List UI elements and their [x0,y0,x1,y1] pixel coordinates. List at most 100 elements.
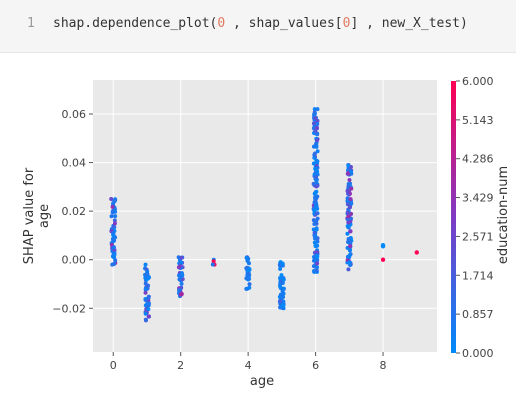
colorbar-tick-label: 3.429 [462,192,494,205]
data-point [345,188,350,193]
data-point [312,208,317,213]
data-point [348,169,353,174]
y-axis-label-line1: SHAP value for [22,167,37,264]
data-point [179,292,184,297]
data-point [315,149,320,154]
y-tick-label: 0.00 [62,254,87,267]
data-point [314,174,319,179]
y-tick-label: 0.02 [62,205,87,218]
data-point [146,294,151,299]
data-point [245,286,250,291]
x-tick-label: 6 [312,359,319,372]
x-tick-label: 8 [380,359,387,372]
data-point [348,244,353,249]
colorbar-ticks: 0.000 0.857 1.714 2.571 3.429 4.286 5.143 6.000 [456,75,494,360]
data-point [177,288,182,293]
plot-output: 0 2 4 6 8 −0.02 0.00 0.02 0.04 0.06 age SHAP val… [0,62,516,405]
colorbar-tick-label: 0.857 [462,308,494,321]
colorbar-tick-label: 2.571 [462,230,494,243]
code-text: ] , new_X_test) [350,16,468,31]
data-point [315,206,320,211]
data-point [313,234,318,239]
data-point [312,240,317,245]
data-point [109,214,114,219]
data-point [345,202,350,207]
data-point [143,286,148,291]
data-point [280,261,285,266]
data-point [146,307,151,312]
data-point [281,303,286,308]
data-point [247,276,252,281]
data-point [380,242,386,248]
data-point [345,210,350,215]
data-point [349,186,354,191]
data-point [111,201,116,206]
data-point [146,301,151,306]
data-point [315,121,320,126]
data-point [380,257,386,262]
data-point [176,265,181,270]
data-point [278,299,283,304]
data-point [112,252,117,257]
x-axis: 0 2 4 6 8 [110,352,387,372]
data-point [311,264,316,269]
data-point [112,218,117,223]
data-point [315,261,320,266]
data-point [312,230,317,235]
line-number: 1 [27,16,35,31]
data-point [247,267,252,272]
data-point [314,219,319,224]
data-point [179,255,184,260]
code-text: shap.dependence_plot( [53,16,218,31]
data-point [281,286,286,291]
data-point [145,269,150,274]
data-point [112,261,117,266]
data-point [347,260,352,265]
data-point [112,221,117,226]
data-point [313,199,318,204]
y-axis-label-line2: age [37,204,52,228]
data-point [311,161,316,166]
data-point [315,257,320,262]
code-cell[interactable]: 1 shap.dependence_plot(0 , shap_values[0… [0,0,516,53]
data-point [179,281,184,286]
data-point [313,128,318,133]
data-point [314,227,319,232]
data-point [347,255,352,260]
y-tick-label: 0.04 [62,157,87,170]
data-point [314,268,319,273]
data-point [281,294,286,299]
data-point [314,211,319,216]
data-point [111,237,116,242]
data-point [346,163,351,168]
data-point [345,231,350,236]
x-tick-label: 0 [110,359,117,372]
y-tick-label: 0.06 [62,108,87,121]
data-point [278,266,283,271]
colorbar [451,81,456,353]
data-point [113,198,118,203]
data-point [347,178,352,183]
data-point [347,247,352,252]
data-point [312,191,317,196]
data-point [278,276,283,281]
data-point [179,271,184,276]
data-point [312,151,317,156]
data-point [109,197,114,201]
data-point [345,224,350,229]
data-point [315,169,320,174]
code-number-literal: 0 [342,16,351,31]
code-number-literal: 0 [217,16,226,31]
colorbar-label: education-num [496,166,511,264]
code-line[interactable]: shap.dependence_plot(0 , shap_values[0] … [53,16,468,31]
data-point [111,245,116,250]
colorbar-tick-label: 4.286 [462,153,494,166]
data-point [143,290,148,295]
data-point [143,317,148,322]
data-point [111,231,116,236]
data-point [345,196,350,201]
data-point [315,254,320,259]
x-tick-label: 2 [177,359,184,372]
data-point [311,121,316,126]
data-point [312,113,317,118]
